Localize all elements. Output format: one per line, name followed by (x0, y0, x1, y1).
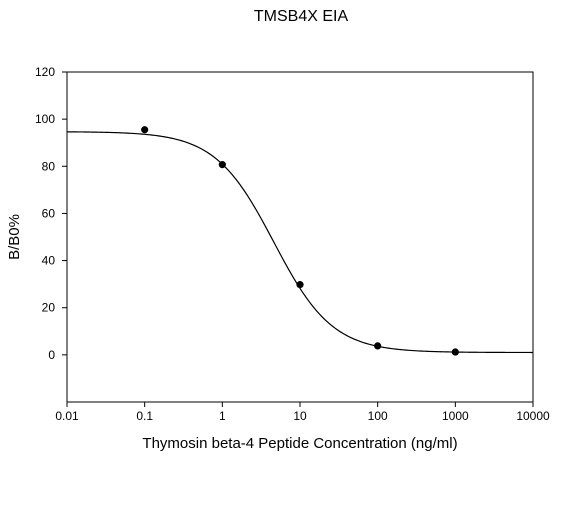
x-axis-label: Thymosin beta-4 Peptide Concentration (n… (142, 435, 457, 452)
y-tick-label: 80 (42, 159, 56, 173)
x-tick-label: 1000 (442, 409, 469, 423)
x-tick-label: 100 (368, 409, 388, 423)
data-point (451, 348, 459, 356)
data-point (374, 342, 382, 350)
data-point (141, 126, 149, 134)
fitted-curve (66, 131, 533, 354)
x-axis: 0.01 0.1 1 10 100 1000 10000 (55, 402, 550, 423)
y-tick-label: 40 (42, 254, 56, 268)
x-tick-label: 10000 (516, 409, 550, 423)
data-point (296, 281, 304, 289)
y-tick-label: 100 (35, 112, 55, 126)
y-tick-label: 60 (42, 206, 56, 220)
x-tick-label: 10 (293, 409, 307, 423)
data-points (141, 126, 459, 356)
x-tick-label: 0.1 (136, 409, 153, 423)
x-tick-label: 1 (219, 409, 226, 423)
data-point (218, 161, 226, 169)
x-tick-label: 0.01 (55, 409, 79, 423)
chart-title: TMSB4X EIA (254, 8, 349, 25)
y-tick-label: 0 (48, 348, 55, 362)
y-tick-label: 120 (35, 65, 55, 79)
y-axis: 0 20 40 60 80 100 120 (35, 65, 67, 362)
y-axis-label: B/B0% (6, 214, 23, 260)
y-tick-label: 20 (42, 301, 56, 315)
